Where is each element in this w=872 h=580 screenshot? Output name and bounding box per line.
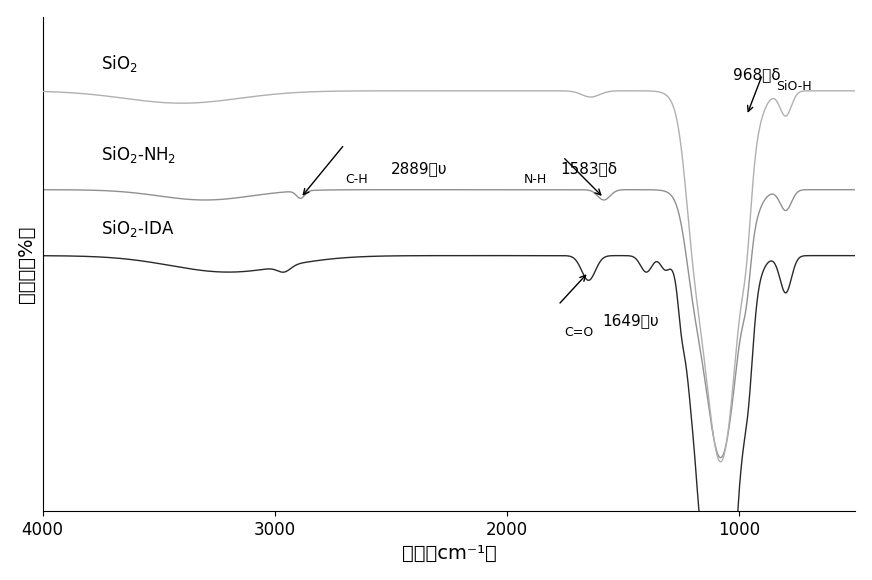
Text: SiO-H: SiO-H: [776, 80, 812, 93]
Text: 1649，υ: 1649，υ: [603, 313, 659, 328]
Text: C-H: C-H: [345, 173, 368, 186]
Text: 2889，υ: 2889，υ: [391, 161, 447, 176]
Text: C=O: C=O: [564, 325, 593, 339]
Text: SiO$_2$: SiO$_2$: [100, 53, 138, 74]
Text: N-H: N-H: [523, 173, 547, 186]
Text: 968，δ: 968，δ: [733, 67, 781, 82]
Text: SiO$_2$-NH$_2$: SiO$_2$-NH$_2$: [100, 144, 176, 165]
Text: SiO$_2$-IDA: SiO$_2$-IDA: [100, 218, 174, 239]
X-axis label: 波数（cm⁻¹）: 波数（cm⁻¹）: [402, 545, 496, 563]
Y-axis label: 透过率（%）: 透过率（%）: [17, 225, 36, 303]
Text: 1583，δ: 1583，δ: [561, 161, 617, 176]
